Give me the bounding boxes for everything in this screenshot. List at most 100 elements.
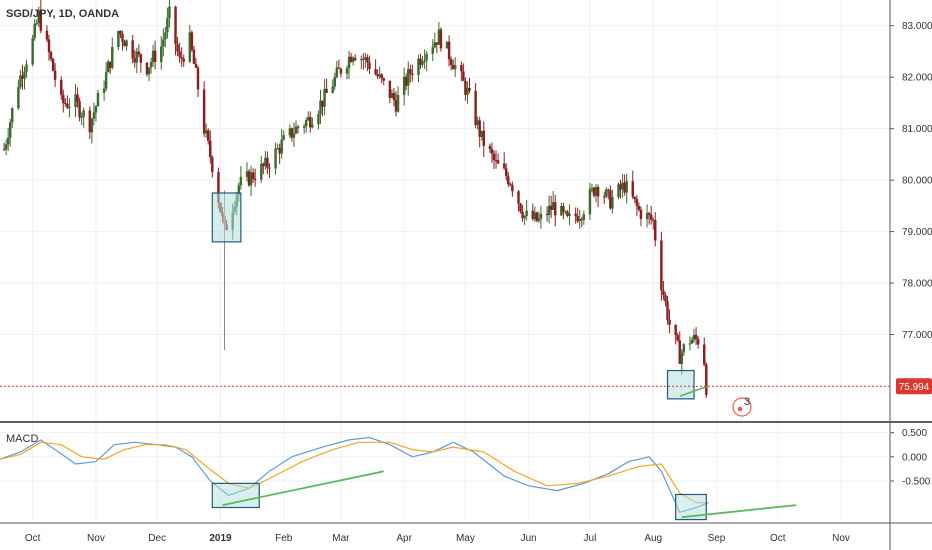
candle bbox=[339, 67, 343, 78]
candle-body bbox=[509, 184, 512, 186]
candle bbox=[409, 64, 412, 83]
candle bbox=[96, 89, 100, 107]
candle-body bbox=[368, 62, 371, 70]
time-tick-label: Jul bbox=[584, 533, 597, 544]
price-axis[interactable]: 83.000 82.000 81.000 80.000 79.000 78.000 77.0… bbox=[890, 21, 932, 341]
candle bbox=[166, 7, 169, 39]
candle bbox=[331, 79, 334, 94]
time-axis[interactable]: Oct Nov Dec 2019 Feb Mar Apr May Jun Jul Aug Sep Oct… bbox=[25, 533, 850, 544]
candle-body bbox=[645, 213, 649, 219]
price-tick-label: 80.000 bbox=[902, 176, 932, 187]
candle-body bbox=[437, 29, 441, 45]
candle-body bbox=[264, 157, 267, 167]
candle bbox=[53, 63, 57, 88]
candle bbox=[321, 100, 324, 117]
candle bbox=[623, 174, 626, 196]
candle bbox=[649, 205, 653, 225]
candle-body bbox=[533, 212, 537, 220]
candle-body bbox=[133, 58, 136, 63]
candle bbox=[88, 106, 92, 140]
candle bbox=[80, 112, 83, 126]
candle-body bbox=[147, 67, 151, 75]
candle-body bbox=[166, 17, 169, 33]
candle-body bbox=[647, 213, 651, 215]
candle-body bbox=[423, 60, 426, 62]
candle bbox=[123, 39, 126, 47]
candle bbox=[576, 207, 579, 224]
candle-body bbox=[94, 106, 98, 113]
candle-body bbox=[478, 120, 481, 137]
price-tick-label: 79.000 bbox=[902, 227, 932, 238]
candle bbox=[388, 80, 392, 104]
candle-body bbox=[419, 58, 422, 65]
candle bbox=[160, 36, 163, 70]
candle-body bbox=[662, 290, 665, 296]
candle bbox=[190, 30, 194, 52]
candle bbox=[696, 336, 700, 349]
candle-body bbox=[480, 130, 483, 137]
candle-body bbox=[417, 58, 420, 76]
candle-body bbox=[576, 215, 579, 222]
candle-body bbox=[237, 185, 241, 195]
candle bbox=[694, 327, 698, 346]
candle bbox=[119, 30, 122, 39]
candle-body bbox=[82, 110, 85, 117]
candle-body bbox=[33, 23, 36, 39]
candle bbox=[364, 53, 367, 68]
candle-body bbox=[560, 205, 563, 216]
candle-body bbox=[588, 189, 592, 215]
candle bbox=[8, 118, 12, 147]
macd-axis[interactable]: 0.500 0.000 -0.500 bbox=[890, 428, 931, 487]
candle bbox=[82, 107, 85, 128]
candle-body bbox=[290, 128, 294, 138]
candle-body bbox=[196, 67, 200, 90]
candle-body bbox=[53, 70, 57, 80]
candle-body bbox=[523, 215, 526, 219]
candle-body bbox=[331, 86, 334, 93]
candle-body bbox=[474, 90, 477, 125]
candle-body bbox=[382, 78, 385, 81]
candle bbox=[117, 30, 120, 51]
candle-body bbox=[696, 338, 700, 345]
candle-body bbox=[209, 140, 212, 158]
symbol-title[interactable]: SGD/JPY, 1D, OANDA bbox=[6, 8, 119, 20]
candle-body bbox=[394, 100, 398, 112]
candle bbox=[378, 66, 381, 79]
candle bbox=[251, 168, 255, 183]
candle bbox=[280, 129, 283, 159]
candle-body bbox=[204, 130, 208, 134]
candle-body bbox=[131, 40, 134, 59]
candle-body bbox=[360, 58, 363, 60]
candle-body bbox=[547, 205, 551, 216]
macd-title[interactable]: MACD bbox=[6, 433, 38, 445]
candle-body bbox=[703, 344, 706, 365]
candle bbox=[507, 172, 510, 188]
candle bbox=[162, 28, 165, 57]
candle bbox=[431, 39, 434, 61]
candle-body bbox=[531, 210, 534, 220]
candle-body bbox=[376, 74, 379, 77]
highlight-box bbox=[211, 192, 242, 243]
candle-body bbox=[507, 176, 510, 185]
time-tick-label: Oct bbox=[25, 533, 41, 544]
candle bbox=[249, 165, 253, 197]
candle bbox=[602, 191, 606, 205]
candle-body bbox=[337, 67, 341, 69]
candle bbox=[64, 98, 67, 107]
candle-body bbox=[396, 94, 400, 112]
candle bbox=[23, 66, 26, 90]
candle-body bbox=[637, 205, 641, 210]
candle bbox=[690, 336, 694, 344]
candle-body bbox=[68, 107, 71, 109]
candle-body bbox=[364, 57, 367, 60]
candle-body bbox=[90, 118, 94, 133]
candle-body bbox=[421, 61, 424, 65]
candle-body bbox=[111, 46, 114, 68]
alert-marker-icon[interactable]: 3 bbox=[732, 396, 752, 417]
candle bbox=[278, 143, 281, 164]
candle-body bbox=[21, 75, 24, 79]
candle bbox=[568, 204, 571, 225]
candle-body bbox=[37, 10, 41, 24]
candle bbox=[76, 87, 79, 108]
candle-body bbox=[31, 38, 34, 65]
